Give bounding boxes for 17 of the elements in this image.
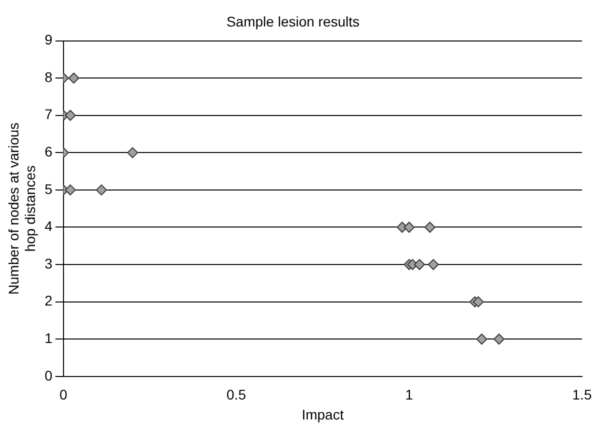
y-axis-title: Number of nodes at various hop distances	[5, 122, 38, 295]
chart-title: Sample lesion results	[226, 13, 360, 30]
y-tick-label: 0	[44, 367, 53, 384]
y-tick-label: 5	[44, 180, 53, 197]
x-tick-label: 0.5	[226, 386, 246, 403]
x-tick-label: 1	[405, 386, 414, 403]
y-tick-label: 4	[44, 218, 53, 234]
y-tick-label: 9	[44, 32, 53, 48]
x-tick-label: 1.5	[572, 386, 592, 403]
y-tick-label: 8	[44, 68, 53, 85]
y-tick-label: 2	[44, 292, 53, 309]
y-tick-label: 6	[44, 144, 53, 160]
y-tick-label: 3	[44, 255, 53, 272]
y-tick-label: 7	[44, 106, 53, 122]
x-tick-label: 0	[59, 386, 68, 403]
x-axis-title: Impact	[302, 406, 344, 422]
y-tick-label: 1	[44, 330, 53, 346]
